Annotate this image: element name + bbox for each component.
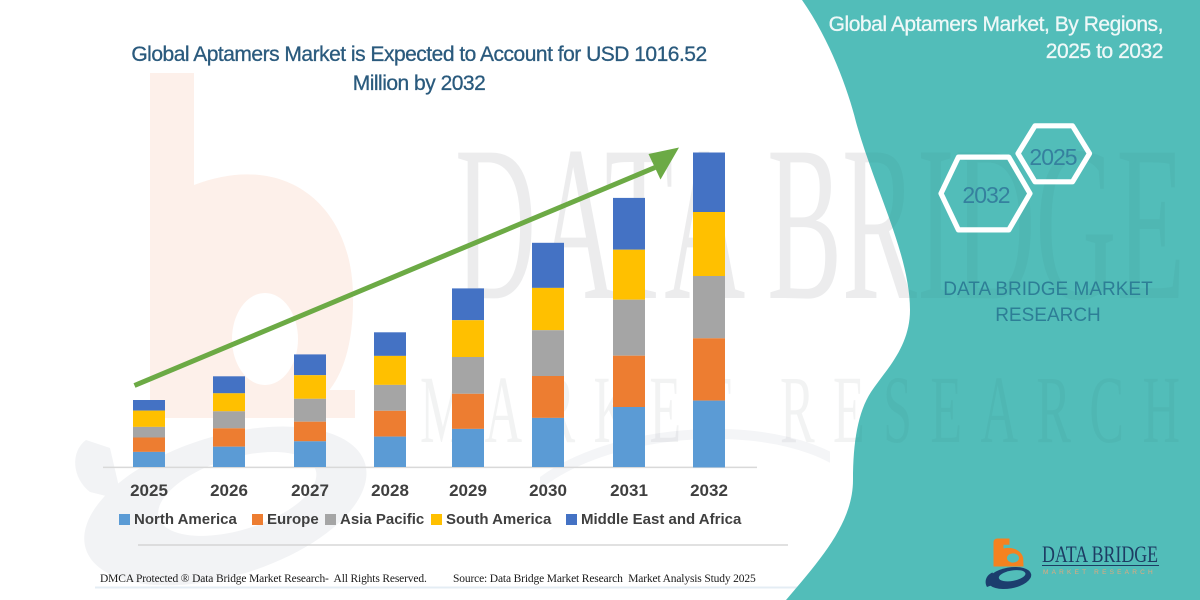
svg-text:DATA BRIDGE: DATA BRIDGE: [1042, 542, 1158, 567]
